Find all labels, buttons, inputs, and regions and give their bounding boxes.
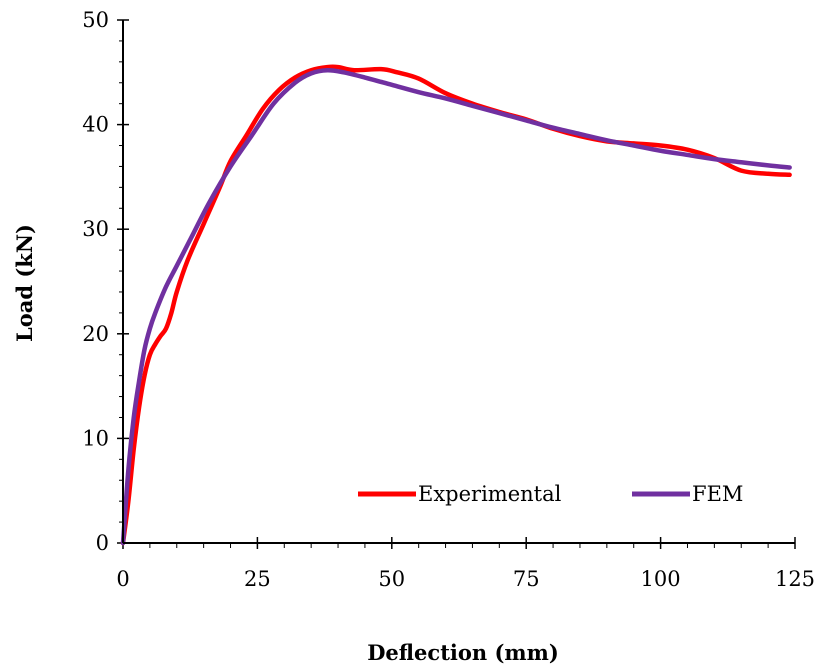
series-line-experimental — [120, 64, 792, 546]
series-lines — [120, 64, 792, 546]
x-tick-label: 50 — [378, 567, 405, 591]
y-axis-title: Load (kN) — [12, 224, 37, 342]
y-tick-label: 20 — [82, 322, 109, 346]
x-axis-title: Deflection (mm) — [367, 640, 559, 665]
tick-labels: 0 10 20 30 40 50 0 25 50 75 100 125 — [82, 8, 815, 591]
y-tick-label: 10 — [82, 426, 109, 450]
legend-label-fem: FEM — [692, 482, 743, 506]
legend: Experimental FEM — [358, 482, 743, 506]
y-tick-label: 40 — [82, 113, 109, 137]
y-tick-label: 50 — [82, 8, 109, 32]
x-tick-label: 100 — [641, 567, 681, 591]
series-line-fem — [120, 67, 792, 546]
x-tick-label: 25 — [244, 567, 271, 591]
x-tick-label: 75 — [513, 567, 540, 591]
x-tick-label: 0 — [116, 567, 129, 591]
legend-label-experimental: Experimental — [418, 482, 562, 506]
y-tick-label: 30 — [82, 217, 109, 241]
x-tick-label: 125 — [775, 567, 815, 591]
y-tick-label: 0 — [96, 531, 109, 555]
